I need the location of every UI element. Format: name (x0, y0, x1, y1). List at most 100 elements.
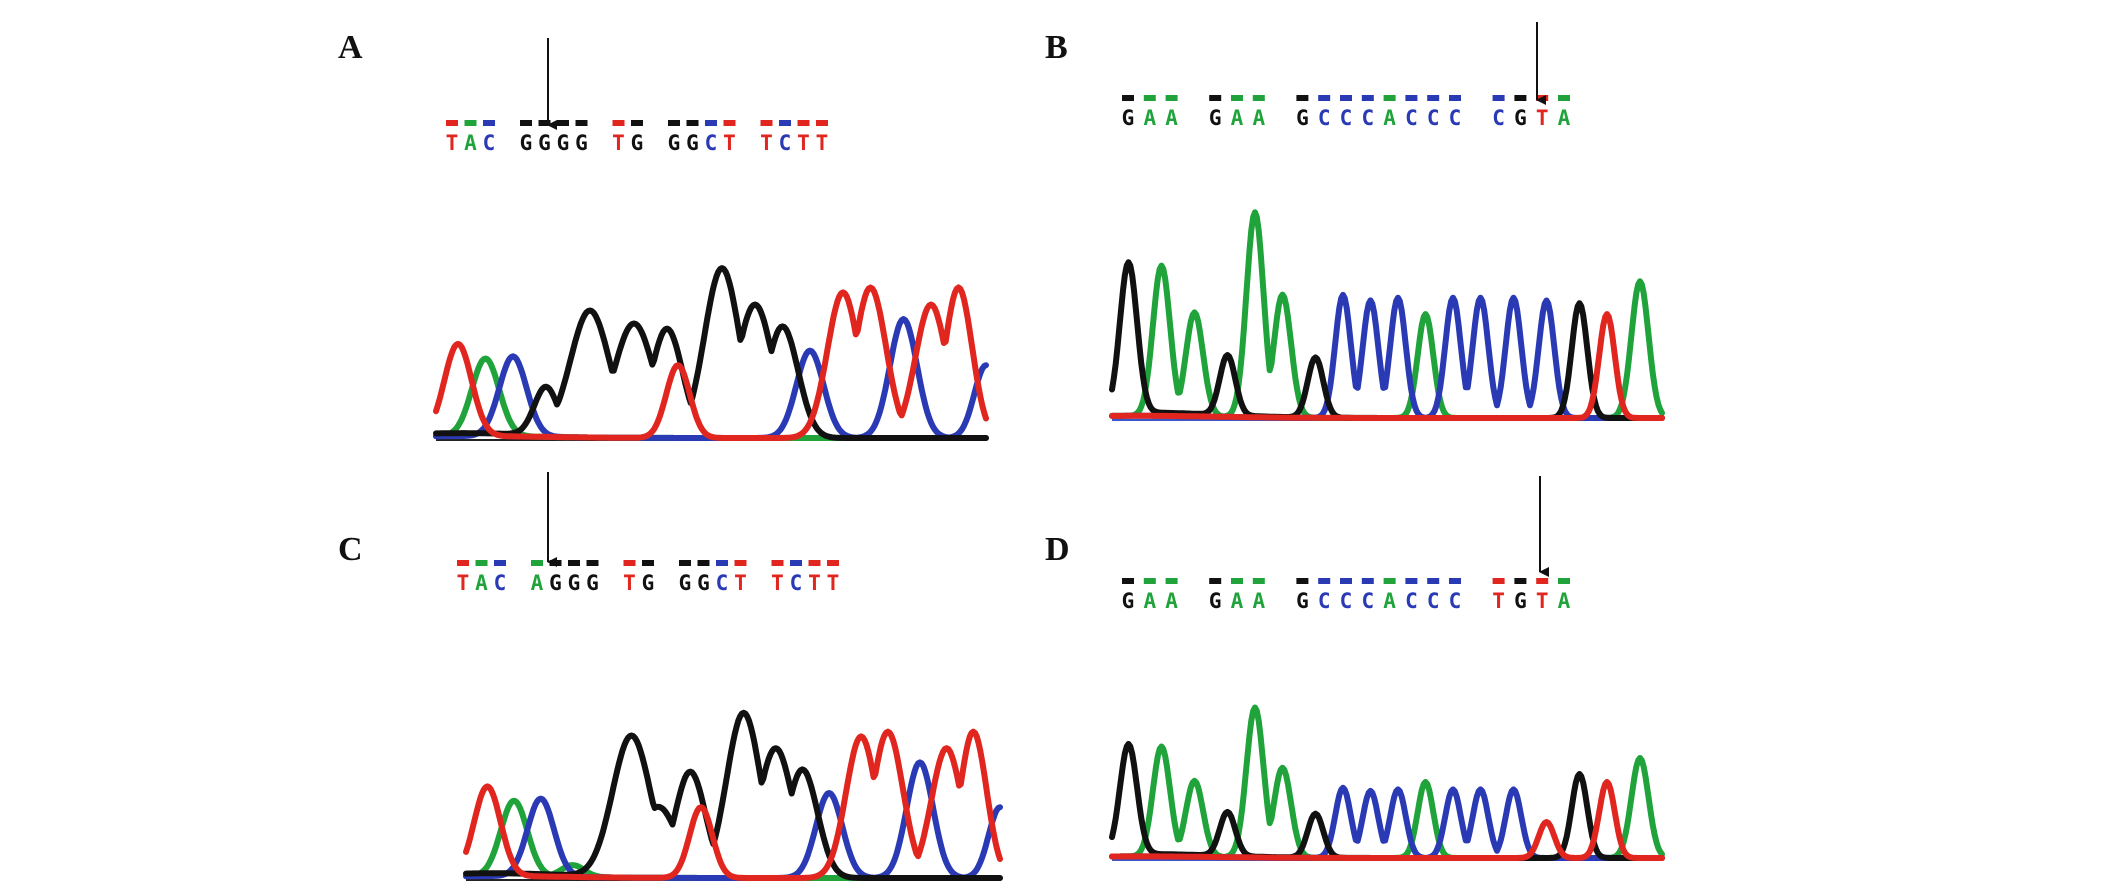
base-call: G (575, 131, 588, 155)
panel-label: A (338, 29, 363, 66)
quality-bar (623, 560, 636, 566)
quality-bar (760, 120, 773, 126)
quality-bar (734, 560, 747, 566)
base-call: G (697, 571, 710, 595)
base-call: G (642, 571, 655, 595)
chromatogram (1109, 704, 1665, 861)
base-call: C (1318, 589, 1331, 613)
quality-bar (1340, 578, 1352, 584)
quality-bar (494, 560, 506, 566)
quality-bar (771, 560, 784, 566)
base-call: A (1231, 106, 1244, 130)
base-call: A (1252, 106, 1265, 130)
base-call: C (1427, 106, 1440, 130)
panel-a: AT A C G G G G T G G G C T T C T T (338, 29, 989, 441)
base-call: A (1231, 589, 1244, 613)
base-call: A (531, 571, 544, 595)
quality-bar (808, 560, 821, 566)
base-call: C (1405, 106, 1418, 130)
quality-bar (1514, 95, 1527, 101)
base-call: G (538, 131, 551, 155)
quality-bar (1165, 95, 1178, 101)
base-call: G (1209, 589, 1222, 613)
base-call: A (1252, 589, 1265, 613)
base-call: A (1143, 106, 1156, 130)
quality-bar (1252, 578, 1265, 584)
quality-bar (1449, 95, 1461, 101)
base-call: T (623, 571, 636, 595)
quality-bar (1296, 95, 1309, 101)
quality-bar (1340, 95, 1352, 101)
base-call: G (679, 571, 692, 595)
quality-bar (779, 120, 791, 126)
base-call: T (760, 131, 773, 155)
base-call: A (1383, 106, 1396, 130)
chromatogram (433, 265, 989, 441)
quality-bar (1427, 95, 1440, 101)
quality-bar (1165, 578, 1178, 584)
base-call: C (483, 131, 496, 155)
quality-bar (697, 560, 710, 566)
base-call: T (446, 131, 459, 155)
quality-bar (568, 560, 580, 566)
quality-bar (1361, 578, 1374, 584)
quality-bar (1209, 95, 1222, 101)
quality-bar (1383, 578, 1396, 584)
base-call: T (827, 571, 840, 595)
base-call: G (568, 571, 581, 595)
quality-bar (475, 560, 488, 566)
chromatogram (1109, 209, 1665, 421)
quality-bar (1122, 578, 1134, 584)
quality-bar (557, 120, 569, 126)
quality-bar (705, 120, 717, 126)
quality-bar (1405, 578, 1418, 584)
quality-bar (1427, 578, 1440, 584)
quality-bar (1449, 578, 1461, 584)
quality-bar (1122, 95, 1134, 101)
base-call: G (1122, 589, 1135, 613)
quality-bar (1231, 95, 1243, 101)
quality-bar (586, 560, 599, 566)
base-call: T (723, 131, 736, 155)
quality-bar (1296, 578, 1309, 584)
quality-bar (1318, 578, 1331, 584)
panel-b: BG A A G A A G C C C A C C C C G T A (1045, 22, 1665, 421)
base-call: C (1492, 106, 1505, 130)
quality-bar (790, 560, 802, 566)
base-call: C (705, 131, 718, 155)
base-call: A (475, 571, 488, 595)
quality-bar (716, 560, 728, 566)
quality-bar (1558, 578, 1570, 584)
base-call: G (668, 131, 681, 155)
quality-bar (1405, 95, 1418, 101)
quality-bar (1318, 95, 1331, 101)
quality-bar (520, 120, 532, 126)
base-call: T (816, 131, 829, 155)
trace-G (433, 265, 989, 441)
quality-bar (642, 560, 654, 566)
base-call: T (1536, 589, 1549, 613)
quality-bar (1492, 95, 1505, 101)
trace-T (433, 284, 989, 441)
base-call: G (1122, 106, 1135, 130)
quality-bar (679, 560, 691, 566)
panel-label: B (1045, 29, 1068, 66)
trace-T (1109, 311, 1665, 421)
base-call: G (1296, 589, 1309, 613)
base-call: A (1558, 589, 1571, 613)
base-call: A (464, 131, 477, 155)
trace-C (433, 316, 989, 441)
base-call: C (1449, 106, 1462, 130)
base-call: T (612, 131, 625, 155)
base-call: C (1318, 106, 1331, 130)
quality-bar (575, 120, 588, 126)
trace-G (1109, 259, 1665, 421)
quality-bar (538, 120, 551, 126)
quality-bar (1492, 578, 1505, 584)
quality-bar (1514, 578, 1527, 584)
quality-bar (1252, 95, 1265, 101)
base-call: T (1536, 106, 1549, 130)
